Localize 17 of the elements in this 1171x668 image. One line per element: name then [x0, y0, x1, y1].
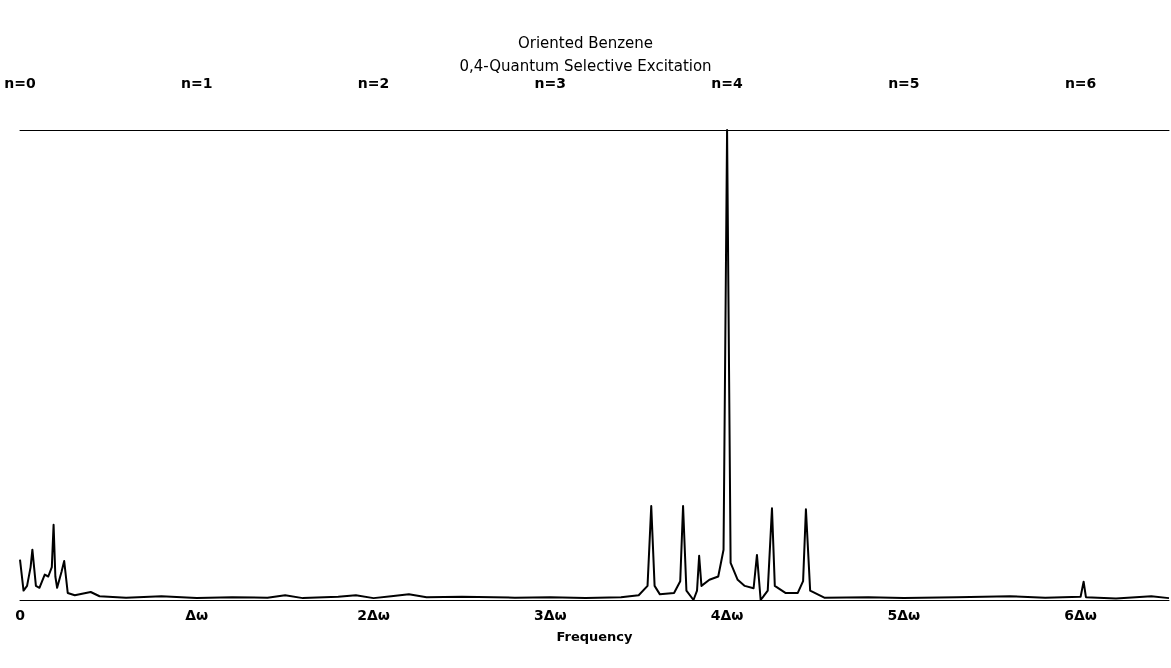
x2-tick-label: n=3	[534, 75, 567, 91]
x2-tick-label: n=6	[1064, 75, 1097, 91]
x-tick-label: 3Δω	[533, 607, 567, 623]
x2-tick-label: n=0	[4, 75, 36, 91]
x-tick-label: 6Δω	[1064, 607, 1097, 623]
x2-tick-label: n=4	[711, 75, 744, 91]
x-tick-label: 0	[15, 607, 26, 623]
x2-tick-label: n=2	[357, 75, 390, 91]
x-tick-label: 5Δω	[887, 607, 921, 623]
x-tick-label: Δω	[185, 607, 209, 623]
chart-subtitle: 0,4-Quantum Selective Excitation	[459, 56, 712, 75]
x-tick-label: 4Δω	[710, 607, 744, 623]
x-axis-title: Frequency	[556, 629, 634, 644]
chart-title: Oriented Benzene	[517, 33, 654, 52]
x2-tick-label: n=5	[888, 75, 920, 91]
x2-tick-label: n=1	[181, 75, 213, 91]
x-tick-label: 2Δω	[357, 607, 390, 623]
